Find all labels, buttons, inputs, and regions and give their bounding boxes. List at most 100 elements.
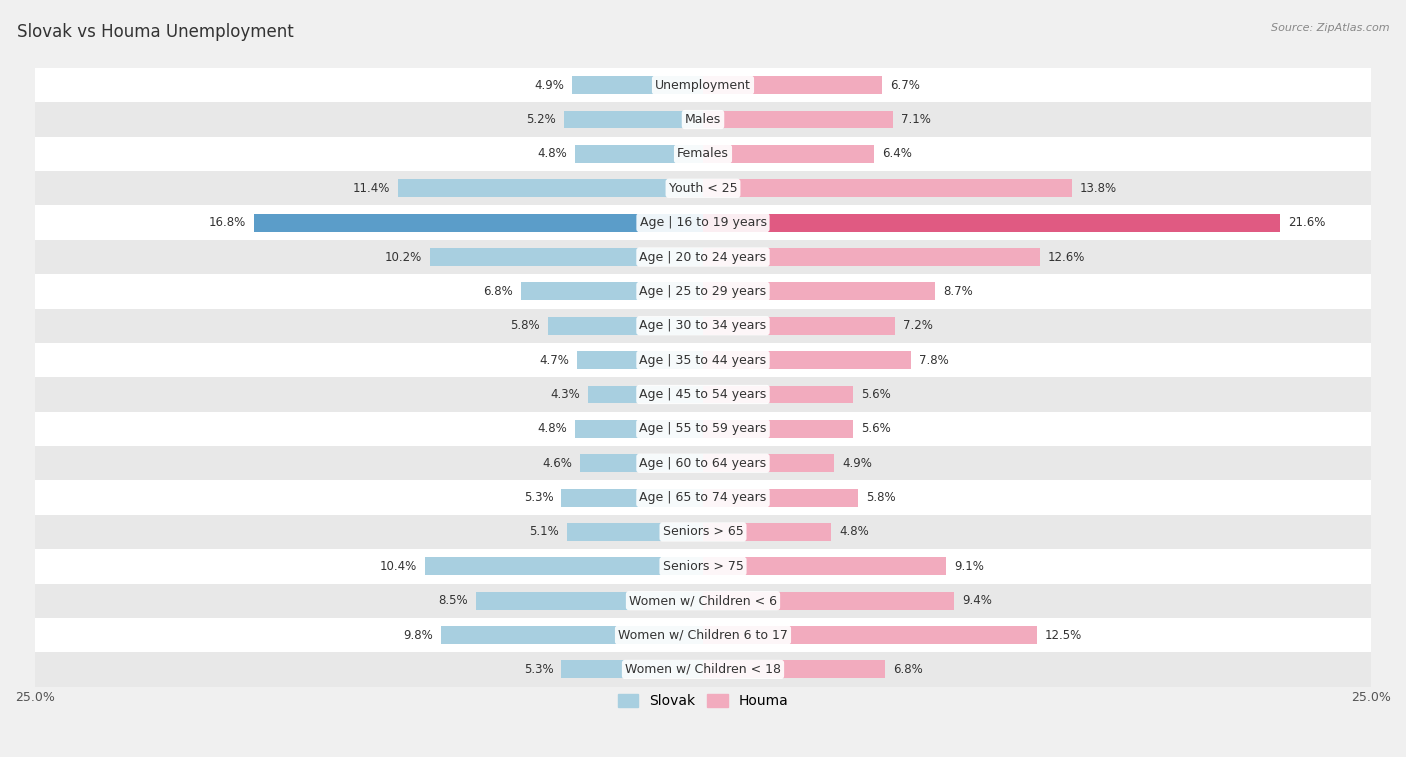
Text: 13.8%: 13.8% — [1080, 182, 1116, 195]
Text: Age | 45 to 54 years: Age | 45 to 54 years — [640, 388, 766, 401]
Text: Age | 35 to 44 years: Age | 35 to 44 years — [640, 354, 766, 366]
Text: 6.4%: 6.4% — [882, 148, 912, 160]
Text: 7.1%: 7.1% — [901, 113, 931, 126]
Text: Youth < 25: Youth < 25 — [669, 182, 737, 195]
Bar — [475, 592, 703, 609]
Bar — [703, 557, 946, 575]
Text: 4.8%: 4.8% — [839, 525, 869, 538]
Text: Age | 30 to 34 years: Age | 30 to 34 years — [640, 319, 766, 332]
Text: 5.6%: 5.6% — [860, 388, 890, 401]
Bar — [35, 653, 1371, 687]
Text: 6.8%: 6.8% — [484, 285, 513, 298]
Text: Age | 55 to 59 years: Age | 55 to 59 years — [640, 422, 766, 435]
Bar — [703, 76, 882, 94]
Text: Age | 25 to 29 years: Age | 25 to 29 years — [640, 285, 766, 298]
Bar — [588, 385, 703, 403]
Bar — [567, 523, 703, 541]
Text: Slovak vs Houma Unemployment: Slovak vs Houma Unemployment — [17, 23, 294, 41]
Text: 4.3%: 4.3% — [550, 388, 581, 401]
Text: 5.1%: 5.1% — [529, 525, 558, 538]
Bar — [35, 618, 1371, 653]
Text: 11.4%: 11.4% — [353, 182, 391, 195]
Bar — [575, 145, 703, 163]
Bar — [398, 179, 703, 198]
Text: 12.5%: 12.5% — [1045, 628, 1083, 641]
Text: Age | 65 to 74 years: Age | 65 to 74 years — [640, 491, 766, 504]
Text: 5.6%: 5.6% — [860, 422, 890, 435]
Bar — [35, 446, 1371, 481]
Bar — [35, 481, 1371, 515]
Bar — [430, 248, 703, 266]
Bar — [35, 412, 1371, 446]
Bar — [35, 549, 1371, 584]
Bar — [35, 377, 1371, 412]
Bar — [561, 489, 703, 506]
Text: 7.2%: 7.2% — [904, 319, 934, 332]
Text: Women w/ Children < 18: Women w/ Children < 18 — [626, 663, 780, 676]
Bar — [522, 282, 703, 301]
Text: 4.9%: 4.9% — [842, 456, 872, 469]
Text: 16.8%: 16.8% — [209, 217, 246, 229]
Text: Females: Females — [678, 148, 728, 160]
Bar — [35, 274, 1371, 309]
Text: 4.8%: 4.8% — [537, 422, 567, 435]
Text: 6.7%: 6.7% — [890, 79, 920, 92]
Bar — [703, 661, 884, 678]
Text: 4.9%: 4.9% — [534, 79, 564, 92]
Text: 12.6%: 12.6% — [1047, 251, 1085, 263]
Text: Seniors > 65: Seniors > 65 — [662, 525, 744, 538]
Bar — [703, 351, 911, 369]
Text: 7.8%: 7.8% — [920, 354, 949, 366]
Bar — [35, 515, 1371, 549]
Text: 5.3%: 5.3% — [523, 663, 554, 676]
Text: 8.7%: 8.7% — [943, 285, 973, 298]
Text: 21.6%: 21.6% — [1288, 217, 1326, 229]
Text: 8.5%: 8.5% — [439, 594, 468, 607]
Bar — [441, 626, 703, 644]
Bar — [703, 420, 852, 438]
Bar — [703, 145, 875, 163]
Bar — [703, 213, 1281, 232]
Bar — [35, 343, 1371, 377]
Text: 9.8%: 9.8% — [404, 628, 433, 641]
Bar — [572, 76, 703, 94]
Bar — [575, 420, 703, 438]
Bar — [254, 213, 703, 232]
Text: Age | 16 to 19 years: Age | 16 to 19 years — [640, 217, 766, 229]
Bar — [703, 179, 1071, 198]
Bar — [548, 317, 703, 335]
Bar — [35, 137, 1371, 171]
Text: Unemployment: Unemployment — [655, 79, 751, 92]
Text: Age | 20 to 24 years: Age | 20 to 24 years — [640, 251, 766, 263]
Text: 5.8%: 5.8% — [510, 319, 540, 332]
Bar — [35, 584, 1371, 618]
Text: Women w/ Children < 6: Women w/ Children < 6 — [628, 594, 778, 607]
Text: 9.4%: 9.4% — [962, 594, 993, 607]
Text: 10.2%: 10.2% — [385, 251, 422, 263]
Bar — [578, 351, 703, 369]
Bar — [703, 454, 834, 472]
Bar — [581, 454, 703, 472]
Bar — [564, 111, 703, 129]
Bar — [703, 111, 893, 129]
Bar — [35, 309, 1371, 343]
Text: Source: ZipAtlas.com: Source: ZipAtlas.com — [1271, 23, 1389, 33]
Bar — [35, 68, 1371, 102]
Bar — [703, 626, 1038, 644]
Text: 4.8%: 4.8% — [537, 148, 567, 160]
Bar — [35, 102, 1371, 137]
Bar — [35, 171, 1371, 205]
Bar — [703, 385, 852, 403]
Bar — [703, 523, 831, 541]
Bar — [703, 317, 896, 335]
Bar — [703, 592, 955, 609]
Text: 4.6%: 4.6% — [543, 456, 572, 469]
Bar — [703, 489, 858, 506]
Bar — [35, 205, 1371, 240]
Legend: Slovak, Houma: Slovak, Houma — [612, 689, 794, 714]
Text: 9.1%: 9.1% — [955, 560, 984, 573]
Text: 5.3%: 5.3% — [523, 491, 554, 504]
Text: 5.2%: 5.2% — [526, 113, 555, 126]
Text: 5.8%: 5.8% — [866, 491, 896, 504]
Text: Seniors > 75: Seniors > 75 — [662, 560, 744, 573]
